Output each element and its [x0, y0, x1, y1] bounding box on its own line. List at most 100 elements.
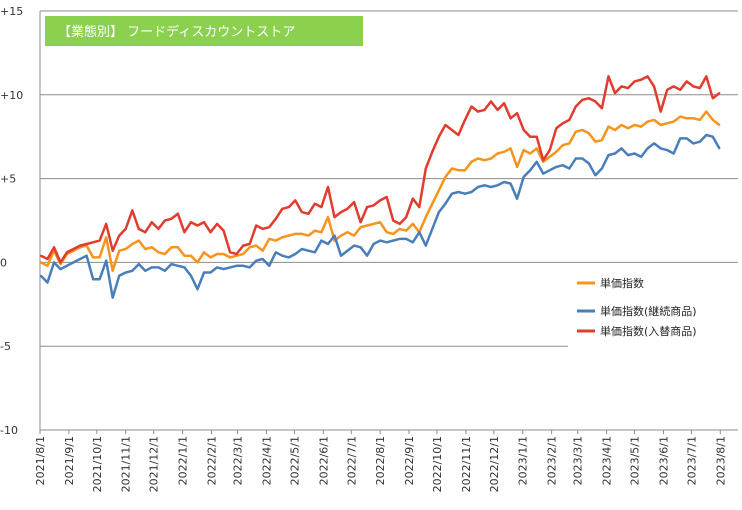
data-point [477, 157, 479, 160]
data-point [477, 186, 479, 188]
data-point [53, 246, 55, 249]
data-point [646, 120, 649, 123]
data-point [85, 243, 88, 245]
data-point [392, 239, 395, 242]
data-point [405, 237, 408, 240]
data-point [587, 97, 590, 100]
data-point [679, 88, 682, 91]
data-point [594, 174, 597, 177]
data-point [222, 253, 225, 255]
data-point [444, 202, 447, 205]
data-point [679, 115, 682, 118]
x-tick-label: 2022/9/1 [403, 436, 416, 485]
data-point [366, 224, 369, 227]
data-point [274, 217, 277, 220]
x-tick-label: 2022/2/1 [205, 436, 218, 485]
data-point [170, 263, 173, 266]
data-point [633, 124, 636, 126]
data-point [346, 249, 349, 252]
data-point [594, 100, 597, 103]
data-point [581, 98, 584, 101]
data-point [522, 149, 525, 152]
data-point [516, 165, 519, 168]
data-point [131, 269, 134, 272]
data-point [477, 110, 479, 113]
data-point [424, 216, 427, 219]
data-point [320, 206, 323, 209]
x-axis-ticks: 2021/8/1 2021/9/1 2021/10/1 2021/11/1 2021/1… [34, 430, 727, 492]
y-tick-label: 0 [0, 256, 7, 269]
data-point [627, 127, 629, 130]
data-point [92, 241, 95, 244]
data-point [124, 248, 127, 250]
data-point [163, 253, 166, 255]
x-tick-label: 2022/12/1 [488, 436, 501, 492]
data-point [287, 206, 290, 209]
data-point [398, 222, 401, 225]
data-point [640, 125, 643, 128]
x-tick-label: 2023/5/1 [629, 436, 642, 485]
data-point [490, 100, 492, 103]
data-point [39, 261, 42, 264]
y-tick-label: -10 [0, 424, 18, 437]
data-point [235, 253, 238, 255]
data-point [659, 147, 662, 150]
data-point [640, 155, 643, 158]
series-lines [39, 75, 721, 299]
data-point [190, 221, 192, 224]
data-point [548, 169, 551, 172]
data-point [450, 129, 453, 131]
data-point [137, 263, 140, 266]
legend-label: 単価指数(入替商品) [600, 324, 697, 338]
legend-label: 単価指数 [600, 276, 644, 290]
x-tick-label: 2022/5/1 [288, 436, 301, 485]
data-point [522, 175, 525, 178]
data-point [718, 124, 721, 126]
data-point [268, 226, 271, 229]
data-point [53, 261, 55, 264]
data-point [340, 234, 342, 237]
data-point [705, 110, 708, 113]
data-point [327, 216, 329, 219]
data-point [620, 124, 623, 126]
data-point [646, 75, 649, 78]
data-point [203, 221, 205, 224]
data-point [692, 85, 695, 88]
data-point [118, 234, 121, 237]
data-point [392, 232, 395, 235]
y-axis-ticks: +15 +10 +5 0 -5 -10 [0, 5, 23, 437]
data-point [509, 147, 512, 150]
data-point [176, 212, 179, 215]
chart-title-background [45, 16, 363, 46]
data-point [614, 129, 616, 131]
data-point [431, 227, 434, 230]
data-point [333, 234, 336, 237]
data-point [692, 142, 695, 145]
data-point [574, 157, 577, 160]
data-point [294, 199, 297, 202]
data-point [85, 254, 88, 257]
data-point [281, 236, 284, 239]
data-point [300, 248, 303, 250]
data-point [587, 132, 590, 135]
data-point [411, 241, 414, 244]
data-point [176, 246, 179, 249]
data-point [607, 154, 610, 157]
x-tick-label: 2023/2/1 [546, 436, 559, 485]
data-point [163, 269, 166, 272]
data-point [313, 229, 316, 232]
data-point [398, 237, 401, 240]
data-point [340, 211, 342, 214]
x-tick-label: 2023/8/1 [714, 436, 727, 485]
data-point [118, 249, 121, 252]
data-point [235, 264, 238, 267]
data-point [548, 155, 551, 158]
data-point [705, 134, 708, 136]
data-point [418, 231, 421, 234]
data-point [464, 118, 466, 121]
data-point [529, 169, 532, 172]
data-point [59, 268, 62, 271]
data-point [124, 227, 127, 230]
data-point [359, 226, 362, 229]
data-point [209, 231, 212, 234]
